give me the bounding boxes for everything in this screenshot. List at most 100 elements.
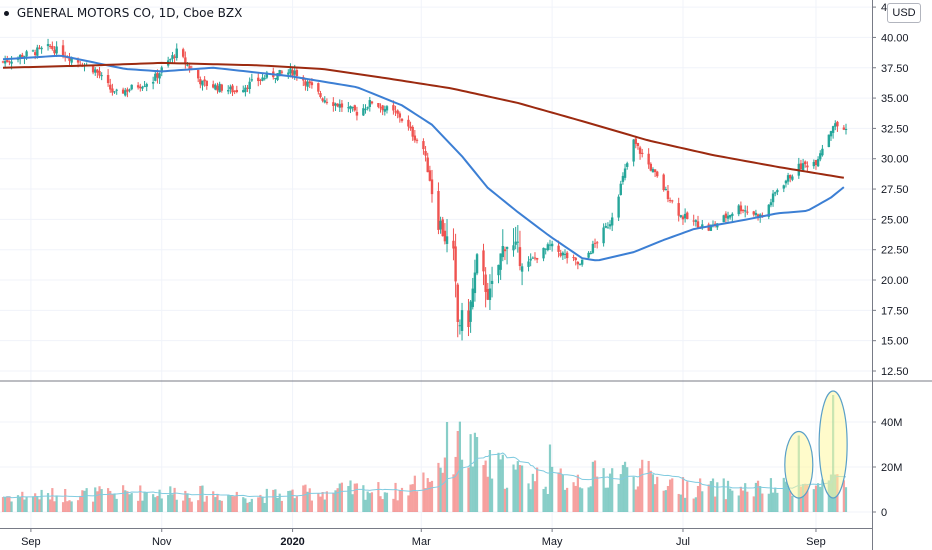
volume-bar: [701, 491, 704, 512]
volume-bar: [512, 464, 515, 512]
volume-bar: [218, 500, 221, 512]
volume-bar: [46, 493, 50, 512]
candle-body: [274, 77, 277, 79]
candle-body: [696, 221, 700, 228]
volume-bar: [669, 479, 672, 512]
candle-body: [774, 192, 777, 194]
volume-bar: [248, 501, 251, 512]
volume-average-line: [2, 452, 847, 499]
candle-body: [801, 163, 805, 172]
candle-body: [364, 109, 367, 111]
volume-bar: [784, 481, 788, 512]
volume-bar: [664, 490, 667, 512]
candle-body: [752, 211, 755, 215]
candle-body: [407, 119, 410, 127]
volume-bar: [771, 492, 775, 512]
candle-body: [604, 225, 607, 228]
volume-bar: [666, 485, 670, 512]
volume-bar: [55, 495, 58, 512]
volume-bar: [711, 478, 715, 512]
candle-body: [443, 230, 447, 242]
time-tick-label: Jul: [676, 536, 690, 548]
volume-bar: [291, 489, 294, 512]
candle-body: [563, 253, 567, 255]
volume-bar: [122, 485, 125, 512]
volume-bar: [752, 496, 755, 512]
volume-bar: [415, 491, 419, 512]
volume-bar: [235, 491, 238, 512]
candle-body: [231, 85, 234, 93]
volume-bar: [799, 486, 803, 512]
volume-bar: [244, 498, 247, 512]
volume-bar: [441, 472, 444, 512]
volume-bar: [227, 494, 230, 512]
candle-body: [1, 61, 5, 63]
candle-body: [746, 211, 749, 213]
candle-body: [366, 107, 369, 109]
volume-bar: [602, 468, 605, 512]
candle-body: [379, 107, 382, 109]
volume-bar: [699, 478, 702, 512]
volume-bar: [769, 478, 773, 512]
volume-bar: [467, 467, 470, 512]
currency-button[interactable]: USD: [887, 3, 921, 23]
volume-bar: [349, 480, 352, 512]
candle-body: [199, 79, 202, 85]
volume-bar: [394, 482, 397, 512]
volume-bar: [536, 467, 539, 512]
candle-body: [8, 61, 11, 63]
volume-bar: [456, 431, 459, 512]
price-tick-label: 37.50: [881, 63, 909, 75]
volume-bar: [49, 499, 52, 512]
volume-bar: [263, 502, 266, 512]
volume-bar: [308, 488, 311, 512]
volume-bar: [767, 493, 770, 512]
volume-bar: [201, 485, 204, 512]
candle-body: [535, 257, 539, 260]
volume-bar: [716, 482, 719, 512]
volume-bar: [154, 497, 157, 512]
volume-bar: [199, 485, 202, 512]
candle-body: [728, 215, 732, 218]
volume-bar: [6, 496, 9, 512]
candle-body: [602, 227, 605, 244]
volume-bar: [205, 496, 208, 512]
volume-bar: [606, 487, 610, 512]
volume-bar: [61, 502, 65, 512]
volume-bar: [761, 493, 764, 512]
candle-body: [428, 170, 432, 181]
volume-bar: [370, 492, 374, 512]
candle-body: [325, 101, 329, 103]
volume-bar: [591, 461, 594, 512]
candle-body: [413, 135, 417, 141]
candle-body: [460, 310, 464, 331]
volume-bar: [501, 454, 504, 512]
candle-body: [664, 189, 668, 191]
candle-body: [259, 79, 262, 81]
price-tick-label: 32.50: [881, 123, 909, 135]
volume-highlight-ellipse: [784, 430, 814, 499]
candle-body: [731, 213, 734, 216]
volume-bar: [274, 489, 277, 512]
candle-body: [580, 259, 584, 265]
volume-bar: [306, 491, 309, 512]
volume-bar: [782, 477, 785, 512]
volume-bar: [737, 495, 740, 512]
volume-bar: [574, 485, 577, 512]
candle-body: [338, 104, 341, 108]
candle-body: [109, 84, 112, 90]
volume-bar: [319, 496, 322, 512]
volume-bar: [587, 487, 590, 512]
candle-body: [681, 216, 685, 220]
volume-bar: [334, 490, 337, 512]
candle-body: [396, 110, 399, 114]
candle-body: [136, 85, 140, 88]
candle-body: [36, 47, 39, 56]
candle-body: [726, 215, 730, 219]
volume-bar: [53, 501, 56, 512]
volume-bar: [287, 490, 290, 512]
candle-body: [98, 71, 101, 76]
volume-bar: [336, 488, 339, 512]
time-tick-label: Mar: [412, 536, 431, 548]
